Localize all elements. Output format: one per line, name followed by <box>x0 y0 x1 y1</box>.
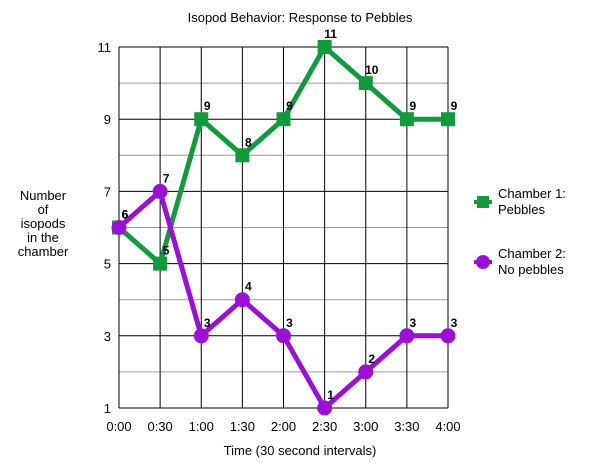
y-tick-label: 3 <box>104 329 111 344</box>
data-label: 6 <box>122 208 129 222</box>
series-1: 6 5 9 8 9 11 10 9 9 <box>112 27 458 271</box>
legend-entry-1: Chamber 1:Pebbles <box>474 186 566 217</box>
data-point <box>399 328 415 344</box>
x-tick-label: 0:30 <box>147 419 172 434</box>
legend: Chamber 1:Pebbles Chamber 2:No pebbles <box>474 186 566 277</box>
data-label: 9 <box>286 99 293 113</box>
data-point <box>193 328 209 344</box>
data-point <box>441 112 455 127</box>
y-axis-ticks: 1 3 5 7 9 11 <box>98 40 112 416</box>
data-label: 2 <box>368 352 375 366</box>
data-label: 10 <box>365 63 379 77</box>
y-axis-label-line: chamber <box>18 244 69 259</box>
legend-label-line: Chamber 1: <box>498 186 566 201</box>
data-point <box>399 112 414 127</box>
data-label: 7 <box>163 171 170 185</box>
legend-label-line: No pebbles <box>498 262 564 277</box>
data-point <box>153 256 168 271</box>
data-point <box>235 148 250 163</box>
data-label: 8 <box>245 135 252 149</box>
data-point <box>276 112 291 127</box>
y-tick-label: 7 <box>104 184 111 199</box>
data-label: 9 <box>410 99 417 113</box>
y-tick-label: 11 <box>98 40 112 55</box>
x-axis-ticks: 0:00 0:30 1:00 1:30 2:00 2:30 3:00 3:30 4:00 <box>106 419 460 434</box>
data-label: 1 <box>327 388 334 402</box>
data-label: 3 <box>286 316 293 330</box>
data-label: 3 <box>410 316 417 330</box>
legend-marker <box>477 196 489 208</box>
data-point <box>194 112 209 127</box>
legend-marker <box>476 255 490 269</box>
x-axis-label: Time (30 second intervals) <box>224 443 377 458</box>
data-label: 3 <box>451 316 458 330</box>
y-axis-label-line: of <box>38 202 49 217</box>
legend-label-line: Chamber 2: <box>498 246 566 261</box>
data-point <box>276 328 291 344</box>
x-tick-label: 3:00 <box>353 419 378 434</box>
data-point <box>111 220 127 235</box>
data-point <box>440 328 456 344</box>
y-axis-label-line: Number <box>20 188 67 203</box>
data-point <box>317 40 332 54</box>
x-tick-label: 1:30 <box>230 419 255 434</box>
data-point <box>358 364 374 380</box>
data-label: 3 <box>204 316 211 330</box>
data-point <box>358 76 373 91</box>
y-tick-label: 9 <box>104 112 111 127</box>
grid <box>118 46 449 409</box>
x-tick-label: 4:00 <box>435 419 460 434</box>
data-label: 9 <box>204 99 211 113</box>
chart-title: Isopod Behavior: Response to Pebbles <box>188 10 413 25</box>
x-tick-label: 3:30 <box>394 419 419 434</box>
x-tick-label: 2:30 <box>312 419 337 434</box>
data-point <box>234 292 250 308</box>
y-tick-label: 5 <box>104 257 111 272</box>
x-tick-label: 2:00 <box>271 419 296 434</box>
data-label: 9 <box>451 99 458 113</box>
data-point <box>317 400 333 416</box>
x-tick-label: 0:00 <box>106 419 131 434</box>
x-tick-label: 1:00 <box>189 419 214 434</box>
data-label: 11 <box>324 27 337 41</box>
series-2: 6 7 3 4 3 1 2 3 3 <box>111 171 458 416</box>
data-label: 5 <box>163 244 170 258</box>
legend-entry-2: Chamber 2:No pebbles <box>474 246 566 277</box>
y-axis-label-line: in the <box>27 230 59 245</box>
data-label: 6 <box>122 208 129 222</box>
y-tick-label: 1 <box>104 401 111 416</box>
data-label: 4 <box>245 280 252 294</box>
data-point <box>152 183 168 199</box>
legend-label-line: Pebbles <box>498 202 545 217</box>
y-axis-label-line: isopods <box>21 216 66 231</box>
